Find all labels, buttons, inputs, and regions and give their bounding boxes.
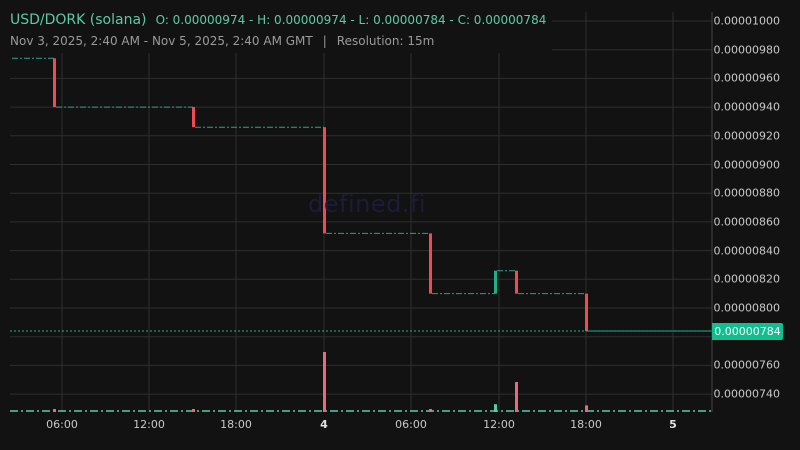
price-tick-label: 0.00000800 <box>713 301 780 315</box>
price-tick-label: 0.00000860 <box>713 215 780 229</box>
volume-bars <box>10 352 712 412</box>
price-tick-label: 0.00000980 <box>713 43 780 57</box>
price-tick-label: 0.00000960 <box>713 71 780 85</box>
candles <box>10 57 712 332</box>
price-tick-label: 0.00000920 <box>713 129 780 143</box>
time-tick-label: 5 <box>669 418 677 431</box>
ohlc-values: O: 0.00000974 - H: 0.00000974 - L: 0.000… <box>155 13 547 27</box>
price-tick-label: 0.00000740 <box>713 387 780 401</box>
date-range: Nov 3, 2025, 2:40 AM - Nov 5, 2025, 2:40… <box>10 34 313 48</box>
time-tick-label: 18:00 <box>220 418 252 431</box>
price-tick-label: 0.00000820 <box>713 272 780 286</box>
time-tick-label: 06:00 <box>46 418 78 431</box>
pair-title: USD/DORK (solana) <box>10 12 147 28</box>
price-tick-label: 0.00000760 <box>713 358 780 372</box>
time-tick-label: 12:00 <box>483 418 515 431</box>
time-tick-label: 12:00 <box>133 418 165 431</box>
price-tick-label: 0.00000940 <box>713 100 780 114</box>
price-tick-label: 0.00000840 <box>713 244 780 258</box>
resolution: Resolution: 15m <box>336 34 435 48</box>
legend-separator: | <box>322 34 327 48</box>
price-tick-label: 0.00001000 <box>713 14 780 28</box>
price-tick-label: 0.00000900 <box>713 158 780 171</box>
time-tick-label: 06:00 <box>395 418 427 431</box>
current-price-tag: 0.00000784 <box>712 323 783 340</box>
chart-legend: USD/DORK (solana) O: 0.00000974 - H: 0.0… <box>4 6 553 53</box>
time-tick-label: 4 <box>320 418 328 431</box>
watermark: defined.fi <box>308 190 427 218</box>
time-tick-label: 18:00 <box>570 418 602 431</box>
price-tick-label: 0.00000880 <box>713 186 780 200</box>
